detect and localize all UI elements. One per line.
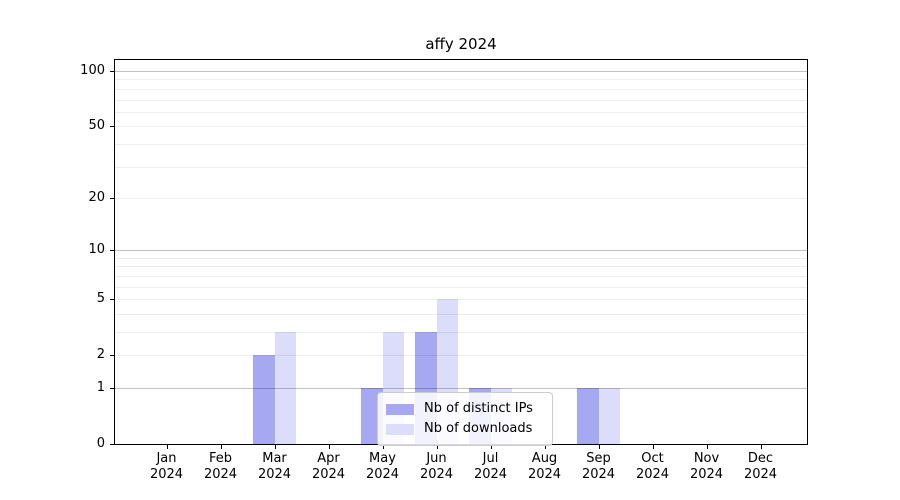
legend-label-downloads: Nb of downloads — [424, 421, 533, 436]
legend-label-distinct-ips: Nb of distinct IPs — [424, 401, 533, 416]
minor-gridline — [115, 266, 807, 268]
minor-gridline — [115, 99, 807, 101]
y-tick-label-2: 2 — [96, 347, 105, 363]
major-gridline — [115, 250, 807, 252]
x-tick-apr — [328, 445, 330, 449]
legend-swatch-distinct-ips — [386, 403, 414, 415]
major-gridline — [115, 388, 807, 389]
y-tick-1 — [110, 388, 114, 389]
minor-gridline — [115, 286, 807, 288]
minor-gridline — [115, 143, 807, 145]
bar-downloads-mar — [274, 332, 296, 444]
y-tick-50 — [110, 126, 114, 128]
y-tick-20 — [110, 197, 114, 199]
minor-gridline — [115, 197, 807, 199]
x-tick-mar — [274, 445, 276, 449]
y-tick-2 — [110, 355, 114, 357]
gridlines-layer — [115, 60, 807, 444]
bar-distinct-ips-sep — [577, 388, 599, 444]
y-tick-label-10: 10 — [88, 242, 105, 258]
minor-gridline — [115, 166, 807, 168]
plot-area: Jan 2024 Feb 2024 Mar 2024 Apr 2024 May 2024… — [80, 59, 808, 482]
legend-swatch-downloads — [386, 423, 414, 435]
legend-item-downloads: Nb of downloads — [386, 419, 544, 439]
x-tick-label-sep: Sep 2024 — [581, 451, 616, 482]
minor-gridline — [115, 88, 807, 90]
legend-item-distinct-ips: Nb of distinct IPs — [386, 399, 544, 419]
x-tick-label-jun: Jun 2024 — [419, 451, 454, 482]
x-tick-nov — [706, 445, 708, 449]
x-tick-label-dec: Dec 2024 — [743, 451, 778, 482]
y-tick-0 — [110, 444, 114, 445]
bar-downloads-sep — [598, 388, 620, 444]
x-tick-label-may: May 2024 — [365, 451, 400, 482]
y-tick-label-0: 0 — [96, 436, 105, 451]
x-tick-aug — [544, 445, 546, 449]
minor-gridline — [115, 332, 807, 333]
x-tick-may — [382, 445, 384, 449]
y-tick-label-5: 5 — [96, 291, 105, 307]
minor-gridline — [115, 275, 807, 277]
legend: Nb of distinct IPs Nb of downloads — [377, 392, 553, 446]
major-gridline — [115, 71, 807, 72]
x-tick-oct — [652, 445, 654, 449]
x-tick-label-feb: Feb 2024 — [203, 451, 238, 482]
x-tick-label-jan: Jan 2024 — [149, 451, 184, 482]
minor-gridline — [115, 299, 807, 301]
x-tick-label-nov: Nov 2024 — [689, 451, 724, 482]
y-tick-10 — [110, 250, 114, 252]
y-tick-label-100: 100 — [80, 63, 105, 78]
minor-gridline — [115, 313, 807, 315]
bar-distinct-ips-mar — [253, 355, 275, 444]
x-tick-label-mar: Mar 2024 — [257, 451, 292, 482]
minor-gridline — [115, 257, 807, 259]
minor-gridline — [115, 111, 807, 113]
x-tick-label-apr: Apr 2024 — [311, 451, 346, 482]
y-tick-label-50: 50 — [88, 118, 105, 134]
x-tick-label-jul: Jul 2024 — [473, 451, 508, 482]
x-tick-sep — [598, 445, 600, 449]
x-tick-dec — [760, 445, 762, 449]
y-tick-5 — [110, 299, 114, 301]
x-tick-label-oct: Oct 2024 — [635, 451, 670, 482]
axis-ticks-layer: Jan 2024 Feb 2024 Mar 2024 Apr 2024 May 2024… — [80, 60, 807, 482]
minor-gridline — [115, 355, 807, 357]
x-tick-label-aug: Aug 2024 — [527, 451, 562, 482]
x-tick-jan — [166, 445, 168, 449]
y-tick-label-1: 1 — [96, 380, 105, 395]
x-tick-feb — [220, 445, 222, 449]
y-tick-100 — [110, 71, 114, 72]
x-tick-jul — [490, 445, 492, 449]
minor-gridline — [115, 79, 807, 81]
minor-gridline — [115, 126, 807, 128]
x-tick-jun — [436, 445, 438, 449]
chart-title: affy 2024 — [425, 35, 497, 53]
y-tick-label-20: 20 — [88, 189, 105, 205]
